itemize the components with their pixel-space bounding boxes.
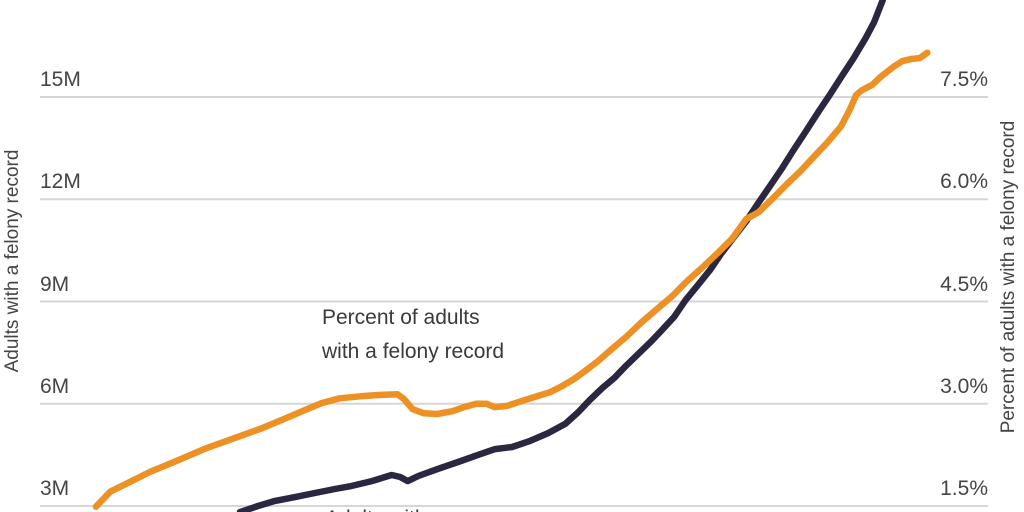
y-tick-right: 4.5% [940,272,988,296]
percent-line-label-line2: with a felony record [322,340,505,363]
line-percent-adults [92,49,931,510]
left-axis-title: Adults with a felony record [2,149,23,373]
percent-line-label: Percent of adults with a felony record [322,301,504,369]
count-line-label: Adults with [325,502,427,512]
y-tick-left: 6M [40,374,70,398]
y-tick-right: 1.5% [940,477,988,500]
percent-line-label-line1: Percent of adults [322,306,480,329]
right-axis-title: Percent of adults with a felony record [998,120,1019,434]
y-tick-right: 6.0% [940,170,988,194]
y-tick-right: 7.5% [940,68,988,91]
line-adults-count [236,0,887,512]
count-line-label-line1: Adults with [325,502,427,512]
y-tick-right: 3.0% [940,374,988,398]
y-tick-left: 12M [40,170,81,194]
y-tick-left: 9M [40,272,70,296]
y-tick-left: 15M [40,68,81,91]
y-tick-left: 3M [40,477,70,500]
